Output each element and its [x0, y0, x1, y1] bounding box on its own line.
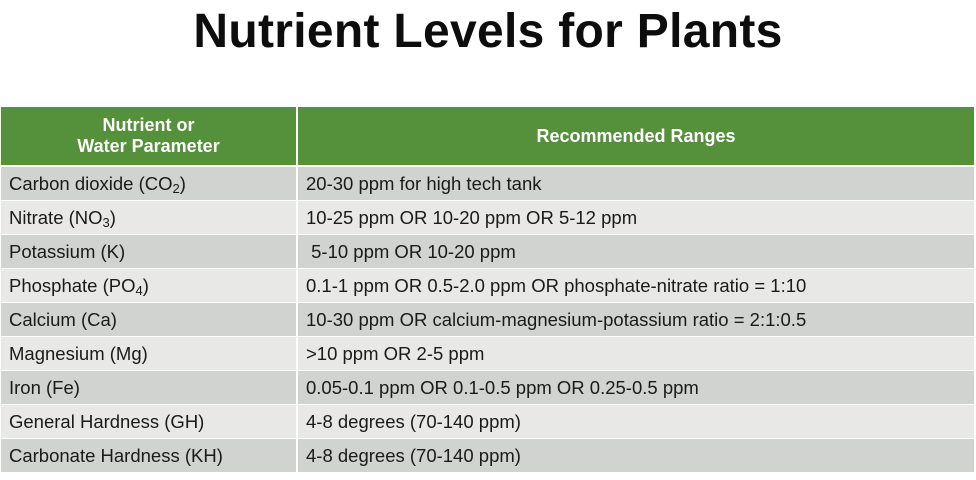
- range-cell: 0.05-0.1 ppm OR 0.1-0.5 ppm OR 0.25-0.5 …: [297, 370, 974, 405]
- table-header-row: Nutrient or Water Parameter Recommended …: [1, 107, 974, 167]
- parameter-subscript: 4: [135, 282, 143, 298]
- parameter-name: General Hardness (GH): [9, 410, 205, 432]
- range-cell: 5-10 ppm OR 10-20 ppm: [297, 234, 974, 269]
- table-row: Carbon dioxide (CO2) 20-30 ppm for high …: [1, 166, 974, 201]
- table-row: General Hardness (GH) 4-8 degrees (70-14…: [1, 404, 974, 439]
- range-cell: 4-8 degrees (70-140 ppm): [297, 438, 974, 473]
- table-row: Nitrate (NO3) 10-25 ppm OR 10-20 ppm OR …: [1, 200, 974, 235]
- parameter-name: Iron (Fe): [9, 376, 80, 398]
- parameter-cell: General Hardness (GH): [1, 404, 298, 439]
- parameter-name: Nitrate (NO: [9, 206, 103, 228]
- header-parameter: Nutrient or Water Parameter: [1, 107, 298, 167]
- parameter-cell: Nitrate (NO3): [1, 200, 298, 235]
- range-cell: 10-30 ppm OR calcium-magnesium-potassium…: [297, 302, 974, 337]
- parameter-subscript: 3: [102, 214, 110, 230]
- parameter-tail: ): [109, 206, 116, 228]
- parameter-cell: Magnesium (Mg): [1, 336, 298, 371]
- parameter-cell: Potassium (K): [1, 234, 298, 269]
- table-row: Iron (Fe) 0.05-0.1 ppm OR 0.1-0.5 ppm OR…: [1, 370, 974, 405]
- header-parameter-line1: Nutrient or: [102, 115, 195, 135]
- table-row: Potassium (K) 5-10 ppm OR 10-20 ppm: [1, 234, 974, 269]
- parameter-name: Carbonate Hardness (KH): [9, 444, 223, 466]
- range-cell: 4-8 degrees (70-140 ppm): [297, 404, 974, 439]
- table-row: Phosphate (PO4) 0.1-1 ppm OR 0.5-2.0 ppm…: [1, 268, 974, 303]
- parameter-cell: Carbonate Hardness (KH): [1, 438, 298, 473]
- parameter-name: Magnesium (Mg): [9, 342, 148, 364]
- parameter-name: Potassium (K): [9, 240, 126, 262]
- header-parameter-line2: Water Parameter: [77, 136, 220, 156]
- range-cell: 0.1-1 ppm OR 0.5-2.0 ppm OR phosphate-ni…: [297, 268, 974, 303]
- header-ranges: Recommended Ranges: [297, 107, 974, 167]
- parameter-tail: ): [179, 172, 186, 194]
- parameter-tail: ): [142, 274, 149, 296]
- page-title: Nutrient Levels for Plants: [193, 5, 783, 58]
- range-cell: 10-25 ppm OR 10-20 ppm OR 5-12 ppm: [297, 200, 974, 235]
- parameter-name: Phosphate (PO: [9, 274, 136, 296]
- table-row: Carbonate Hardness (KH) 4-8 degrees (70-…: [1, 438, 974, 473]
- parameter-subscript: 2: [172, 180, 180, 196]
- parameter-cell: Calcium (Ca): [1, 302, 298, 337]
- range-cell: >10 ppm OR 2-5 ppm: [297, 336, 974, 371]
- table-row: Magnesium (Mg) >10 ppm OR 2-5 ppm: [1, 336, 974, 371]
- parameter-cell: Iron (Fe): [1, 370, 298, 405]
- parameter-name: Calcium (Ca): [9, 308, 117, 330]
- parameter-cell: Carbon dioxide (CO2): [1, 166, 298, 201]
- range-cell: 20-30 ppm for high tech tank: [297, 166, 974, 201]
- table-row: Calcium (Ca) 10-30 ppm OR calcium-magnes…: [1, 302, 974, 337]
- parameter-name: Carbon dioxide (CO: [9, 172, 173, 194]
- parameter-cell: Phosphate (PO4): [1, 268, 298, 303]
- nutrient-table: Nutrient or Water Parameter Recommended …: [1, 107, 974, 473]
